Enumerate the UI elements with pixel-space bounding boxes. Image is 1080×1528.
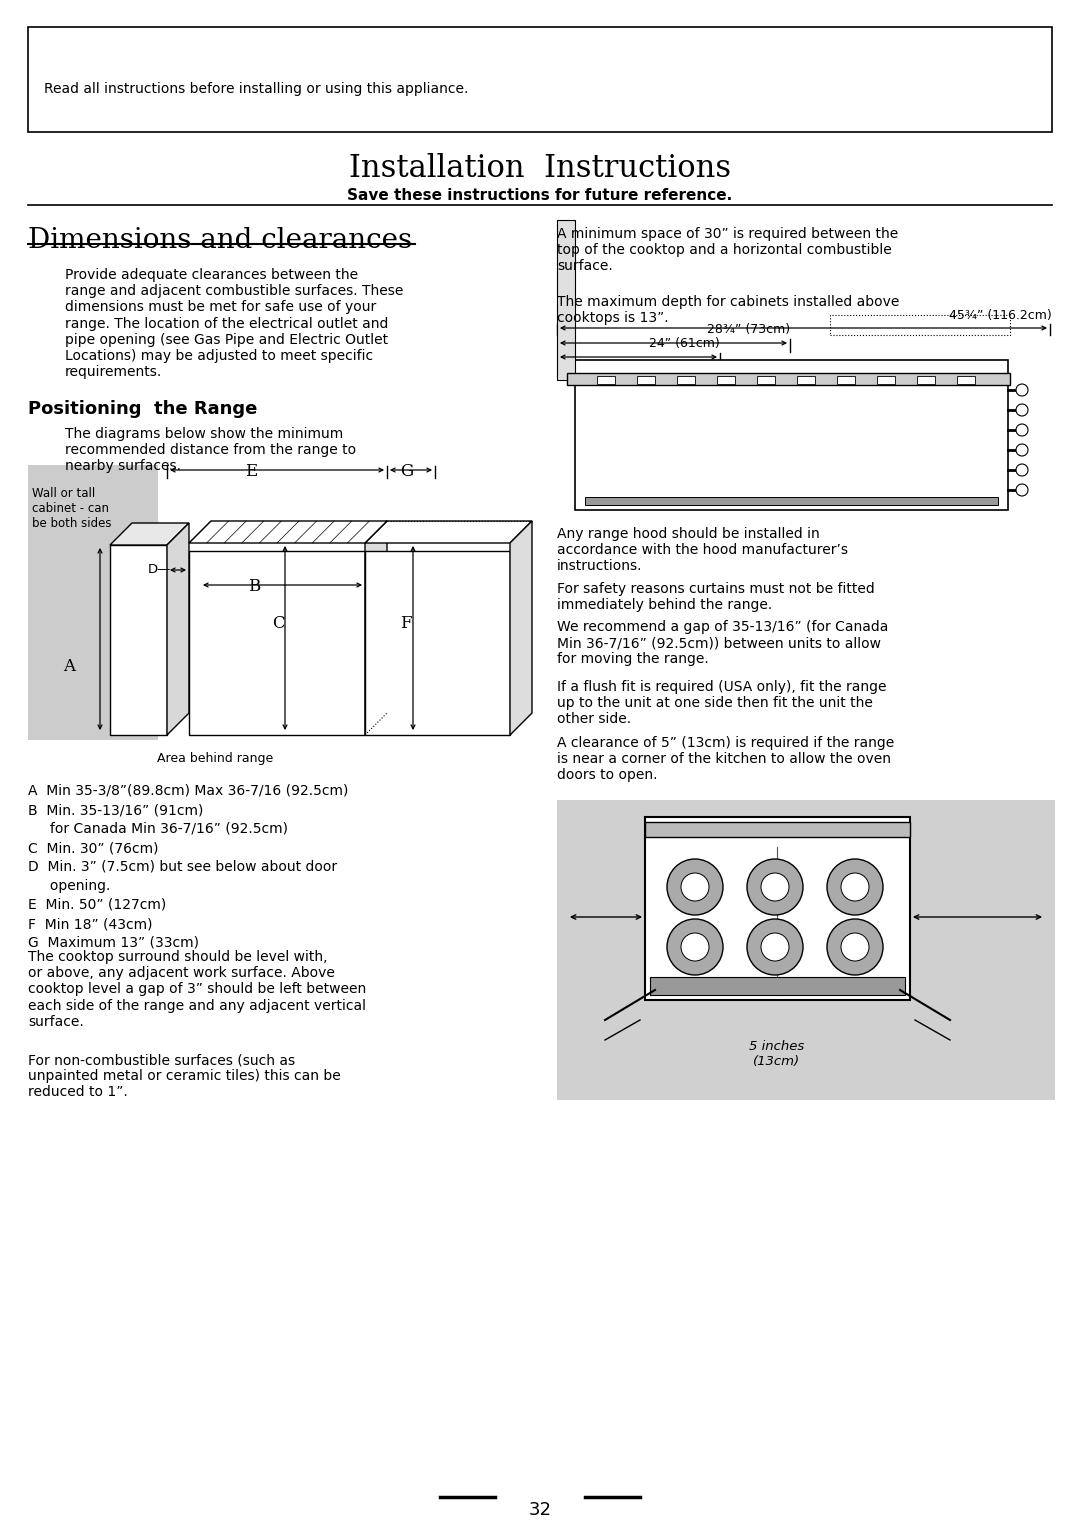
- Text: E: E: [245, 463, 257, 480]
- Bar: [557, 801, 1055, 1100]
- Circle shape: [1016, 465, 1028, 477]
- Circle shape: [667, 918, 723, 975]
- Circle shape: [1016, 423, 1028, 435]
- Polygon shape: [365, 552, 510, 735]
- Bar: [28, 465, 158, 740]
- Text: We recommend a gap of 35-13/16” (for Canada
Min 36-7/16” (92.5cm)) between units: We recommend a gap of 35-13/16” (for Can…: [557, 620, 889, 666]
- Circle shape: [827, 859, 883, 915]
- Text: Positioning  the Range: Positioning the Range: [28, 400, 257, 419]
- Polygon shape: [189, 521, 387, 542]
- Text: 28³⁄₄” (73cm): 28³⁄₄” (73cm): [707, 322, 789, 336]
- Bar: [717, 376, 735, 384]
- Text: For non-combustible surfaces (such as
unpainted metal or ceramic tiles) this can: For non-combustible surfaces (such as un…: [28, 1053, 341, 1100]
- Bar: [585, 497, 998, 504]
- Bar: [650, 976, 905, 995]
- Bar: [597, 376, 615, 384]
- Polygon shape: [110, 545, 167, 735]
- Bar: [917, 376, 935, 384]
- Polygon shape: [167, 523, 189, 735]
- Circle shape: [1016, 484, 1028, 497]
- Text: A minimum space of 30” is required between the
top of the cooktop and a horizont: A minimum space of 30” is required betwe…: [557, 228, 899, 274]
- Bar: [837, 376, 855, 384]
- Polygon shape: [510, 521, 532, 735]
- Text: F  Min 18” (43cm): F Min 18” (43cm): [28, 917, 152, 931]
- Text: C: C: [272, 614, 285, 633]
- Text: A clearance of 5” (13cm) is required if the range
is near a corner of the kitche: A clearance of 5” (13cm) is required if …: [557, 736, 894, 782]
- Text: Dimensions and clearances: Dimensions and clearances: [28, 228, 413, 254]
- Bar: [877, 376, 895, 384]
- Bar: [645, 822, 910, 837]
- Polygon shape: [189, 552, 365, 735]
- Text: D—: D—: [148, 562, 172, 576]
- Text: 24” (61cm): 24” (61cm): [649, 338, 720, 350]
- Bar: [831, 315, 1010, 335]
- Circle shape: [1016, 445, 1028, 455]
- Text: The maximum depth for cabinets installed above
cooktops is 13”.: The maximum depth for cabinets installed…: [557, 295, 900, 325]
- Text: for Canada Min 36-7/16” (92.5cm): for Canada Min 36-7/16” (92.5cm): [28, 822, 288, 836]
- Text: C  Min. 30” (76cm): C Min. 30” (76cm): [28, 840, 159, 856]
- Bar: [757, 376, 775, 384]
- Bar: [797, 376, 815, 384]
- Text: 45³⁄₄” (116.2cm): 45³⁄₄” (116.2cm): [949, 309, 1052, 322]
- Text: 5 inches
(13cm): 5 inches (13cm): [750, 1041, 805, 1068]
- Bar: [575, 361, 1008, 510]
- Circle shape: [747, 859, 804, 915]
- Circle shape: [1016, 384, 1028, 396]
- Bar: [677, 376, 696, 384]
- Circle shape: [667, 859, 723, 915]
- Text: Read all instructions before installing or using this appliance.: Read all instructions before installing …: [44, 83, 469, 96]
- Circle shape: [761, 934, 789, 961]
- Text: Area behind range: Area behind range: [157, 752, 273, 766]
- Text: For safety reasons curtains must not be fitted
immediately behind the range.: For safety reasons curtains must not be …: [557, 582, 875, 613]
- Circle shape: [827, 918, 883, 975]
- Text: G  Maximum 13” (33cm): G Maximum 13” (33cm): [28, 937, 199, 950]
- Circle shape: [1016, 403, 1028, 416]
- Text: Provide adequate clearances between the
range and adjacent combustible surfaces.: Provide adequate clearances between the …: [65, 267, 403, 379]
- Text: F: F: [400, 614, 411, 633]
- Bar: [645, 817, 910, 999]
- Text: Installation  Instructions: Installation Instructions: [349, 153, 731, 183]
- Text: B: B: [248, 578, 260, 594]
- Text: Any range hood should be installed in
accordance with the hood manufacturer’s
in: Any range hood should be installed in ac…: [557, 527, 848, 573]
- Bar: [567, 373, 1010, 385]
- Circle shape: [681, 934, 708, 961]
- Text: A: A: [63, 659, 75, 675]
- Text: Save these instructions for future reference.: Save these instructions for future refer…: [348, 188, 732, 203]
- Circle shape: [841, 872, 869, 902]
- Text: 32: 32: [528, 1500, 552, 1519]
- Text: If a flush fit is required (USA only), fit the range
up to the unit at one side : If a flush fit is required (USA only), f…: [557, 680, 887, 726]
- Bar: [637, 376, 654, 384]
- Text: D  Min. 3” (7.5cm) but see below about door: D Min. 3” (7.5cm) but see below about do…: [28, 860, 337, 874]
- Text: Wall or tall
cabinet - can
be both sides: Wall or tall cabinet - can be both sides: [32, 487, 111, 530]
- Circle shape: [747, 918, 804, 975]
- Polygon shape: [110, 523, 189, 545]
- Text: The diagrams below show the minimum
recommended distance from the range to
nearb: The diagrams below show the minimum reco…: [65, 426, 356, 474]
- Circle shape: [761, 872, 789, 902]
- Circle shape: [681, 872, 708, 902]
- FancyBboxPatch shape: [28, 28, 1052, 131]
- Polygon shape: [365, 521, 387, 735]
- Polygon shape: [365, 521, 532, 542]
- Circle shape: [841, 934, 869, 961]
- Text: opening.: opening.: [28, 879, 110, 892]
- Text: The cooktop surround should be level with,
or above, any adjacent work surface. : The cooktop surround should be level wit…: [28, 950, 366, 1028]
- Bar: [957, 376, 975, 384]
- Text: A  Min 35-3/8”(89.8cm) Max 36-7/16 (92.5cm): A Min 35-3/8”(89.8cm) Max 36-7/16 (92.5c…: [28, 784, 349, 798]
- Text: E  Min. 50” (127cm): E Min. 50” (127cm): [28, 898, 166, 912]
- Bar: [557, 220, 575, 380]
- Text: B  Min. 35-13/16” (91cm): B Min. 35-13/16” (91cm): [28, 804, 203, 817]
- Text: G: G: [400, 463, 414, 480]
